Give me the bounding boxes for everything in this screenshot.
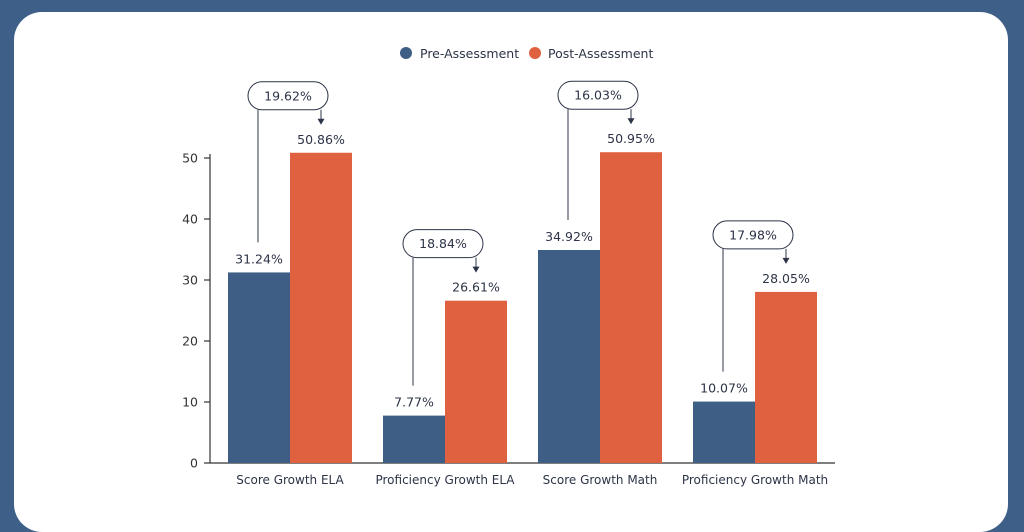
bar-pre xyxy=(693,401,755,463)
data-label-post: 26.61% xyxy=(452,280,500,295)
data-label-pre: 10.07% xyxy=(700,381,748,396)
legend-label-pre: Pre-Assessment xyxy=(420,46,519,61)
bar-pre xyxy=(228,272,290,463)
callout-arrowhead xyxy=(472,266,480,273)
callout-bubble xyxy=(557,80,639,110)
x-category-label: Proficiency Growth Math xyxy=(682,473,828,487)
y-tick-label: 30 xyxy=(182,273,198,288)
data-label-post: 50.95% xyxy=(607,131,655,146)
callout-arrowhead xyxy=(627,118,635,125)
data-label-post: 50.86% xyxy=(297,132,345,147)
callout-label: 19.62% xyxy=(264,88,312,103)
callout-label: 17.98% xyxy=(729,227,777,242)
data-label-pre: 34.92% xyxy=(545,229,593,244)
legend-marker-pre xyxy=(400,47,412,59)
callout-bubble xyxy=(247,81,329,111)
x-category-label: Proficiency Growth ELA xyxy=(375,473,515,487)
legend-marker-post xyxy=(529,47,541,59)
bar-post xyxy=(445,300,507,463)
callout-bubble xyxy=(402,229,484,259)
data-label-post: 28.05% xyxy=(762,271,810,286)
data-label-pre: 31.24% xyxy=(235,251,283,266)
bar-pre xyxy=(538,249,600,463)
callout-arrowhead xyxy=(317,118,325,125)
bar-post xyxy=(755,291,817,463)
bar-pre xyxy=(383,415,445,463)
callout-bubble xyxy=(712,220,794,250)
callout-label: 18.84% xyxy=(419,236,467,251)
x-category-label: Score Growth ELA xyxy=(236,473,344,487)
callout-label: 16.03% xyxy=(574,88,622,103)
data-label-pre: 7.77% xyxy=(394,395,434,410)
chart-card xyxy=(14,12,1008,532)
x-category-label: Score Growth Math xyxy=(543,473,658,487)
y-tick-label: 10 xyxy=(182,395,198,410)
y-tick-label: 20 xyxy=(182,334,198,349)
y-tick-label: 0 xyxy=(190,456,198,471)
y-tick-label: 50 xyxy=(182,151,198,166)
bar-post xyxy=(600,152,662,463)
legend-label-post: Post-Assessment xyxy=(548,46,653,61)
bar-post xyxy=(290,152,352,463)
callout-arrowhead xyxy=(782,257,790,264)
bar-chart: Pre-Assessment Post-Assessment 0 10 20 30 40 50… xyxy=(182,46,835,487)
y-tick-label: 40 xyxy=(182,212,198,227)
